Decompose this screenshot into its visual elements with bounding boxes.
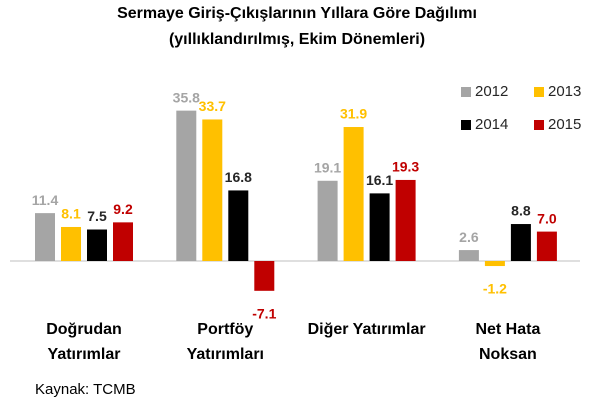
legend-swatch (534, 120, 544, 130)
bar (254, 261, 275, 291)
value-label: 11.4 (32, 192, 59, 208)
bar (536, 231, 557, 261)
chart-subtitle: (yıllıklandırılmış, Ekim Dönemleri) (169, 31, 425, 48)
bar (228, 190, 249, 261)
value-label: 35.8 (173, 89, 200, 105)
bar (317, 180, 338, 261)
value-label: -7.1 (252, 306, 276, 322)
bar (87, 229, 107, 261)
value-label: 33.7 (199, 98, 226, 114)
legend-label: 2013 (548, 83, 581, 100)
bar (484, 261, 505, 267)
value-label: -1.2 (483, 281, 507, 297)
value-label: 7.5 (87, 208, 107, 224)
bar (176, 110, 197, 261)
legend-label: 2014 (475, 116, 508, 133)
value-label: 7.0 (537, 210, 557, 226)
x-tick-label: Diğer Yatırımlar (307, 321, 426, 338)
value-label: 19.3 (392, 159, 419, 175)
value-label: 19.1 (314, 159, 341, 175)
bar (35, 213, 55, 261)
value-label: 9.2 (113, 201, 133, 217)
bar (458, 250, 479, 261)
value-label: 16.8 (225, 169, 252, 185)
chart-title: Sermaye Giriş-Çıkışlarının Yıllara Göre … (117, 5, 477, 22)
value-label: 16.1 (366, 172, 393, 188)
value-label: 2.6 (459, 229, 479, 245)
x-tick-label: Portföy Yatırımları (186, 321, 264, 363)
value-label: 31.9 (340, 106, 367, 122)
source: Kaynak: TCMB (35, 381, 136, 398)
bar (510, 224, 531, 261)
value-label: 8.1 (61, 206, 81, 222)
value-label: 8.8 (511, 203, 531, 219)
legend-label: 2012 (475, 83, 508, 100)
x-tick-label: Net Hata Noksan (475, 321, 541, 363)
legend-swatch (534, 87, 544, 97)
bar (61, 226, 81, 261)
x-tick-label: Doğrudan Yatırımlar (46, 321, 122, 363)
legend-label: 2015 (548, 116, 581, 133)
bar (113, 222, 133, 261)
bar (369, 193, 390, 261)
legend-swatch (461, 87, 471, 97)
bar (343, 127, 364, 262)
bar (202, 119, 223, 262)
bar (395, 179, 416, 261)
legend-swatch (461, 120, 471, 130)
